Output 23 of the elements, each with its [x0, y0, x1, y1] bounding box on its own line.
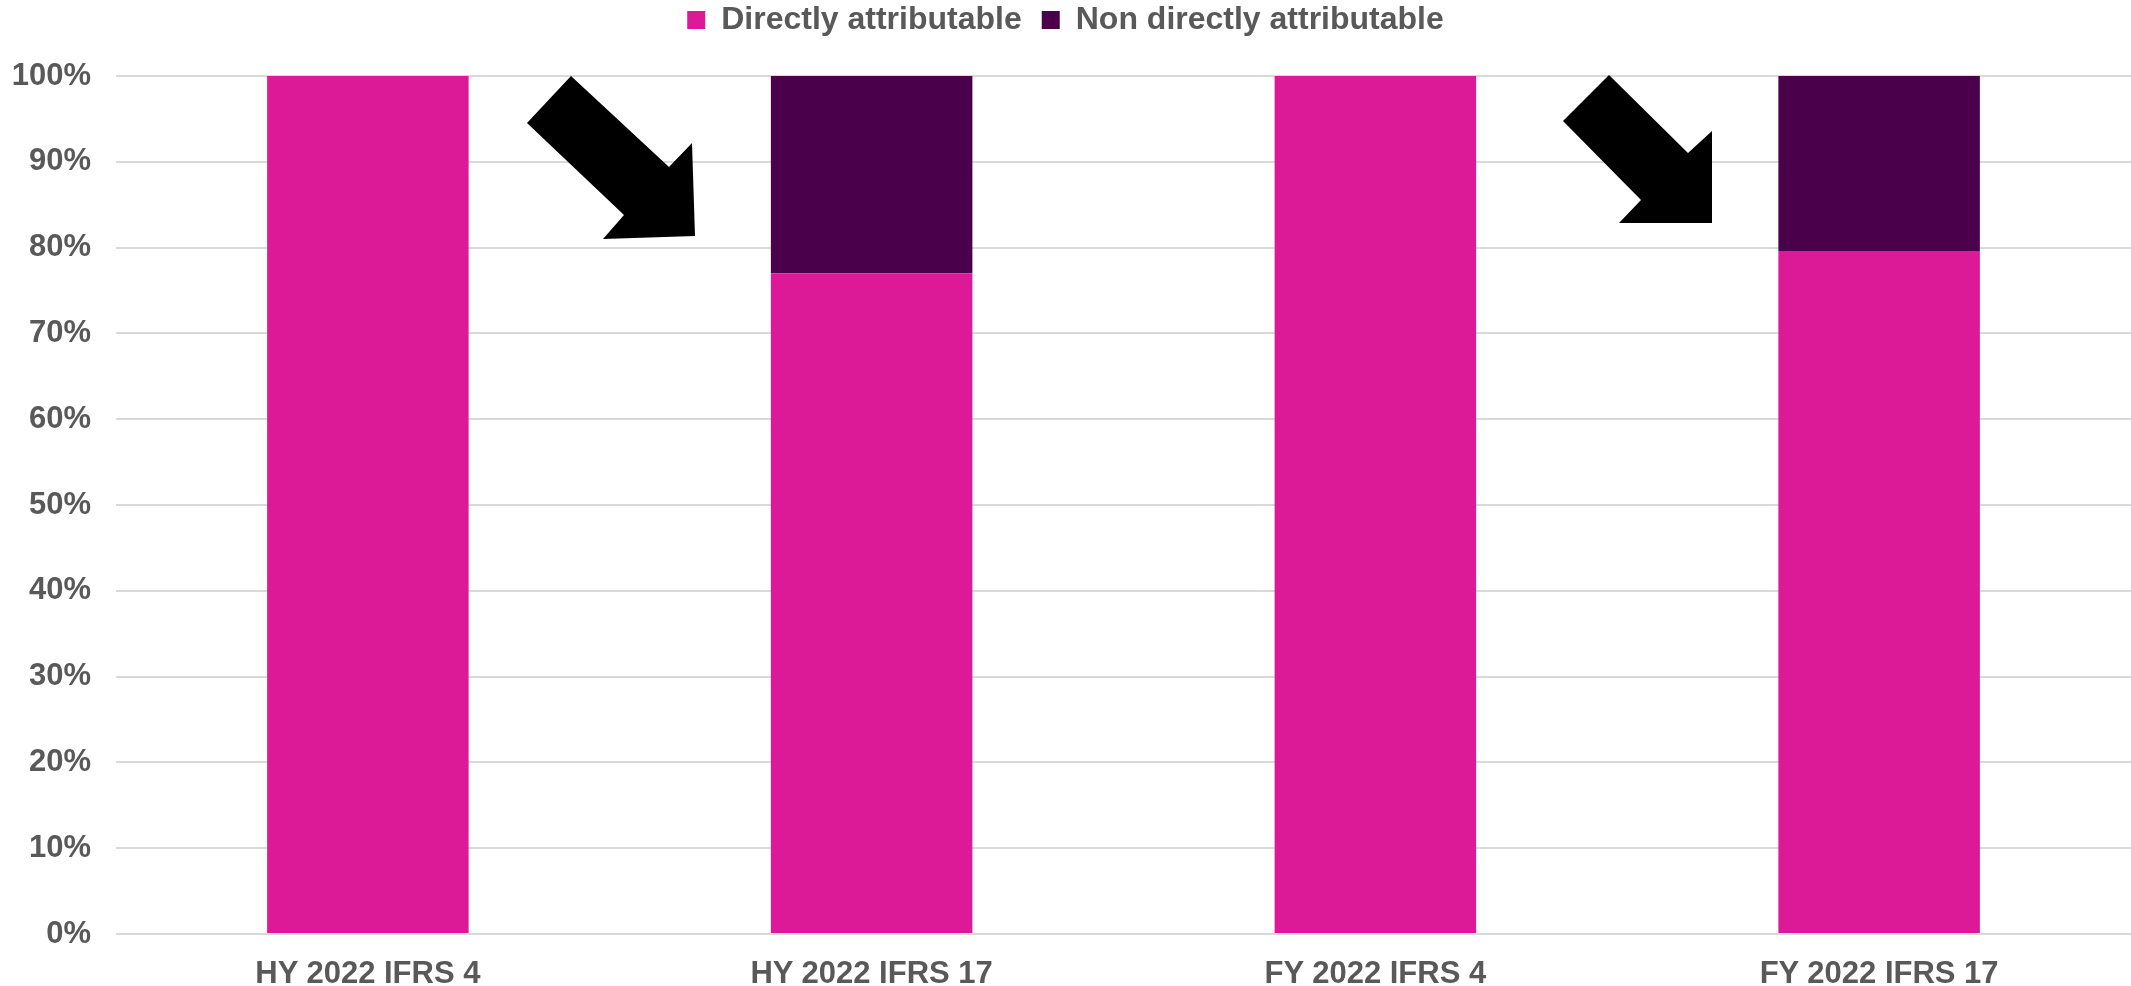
legend-label: Non directly attributable [1075, 0, 1444, 36]
y-tick-label: 20% [28, 742, 91, 778]
y-tick-label: 100% [11, 56, 91, 92]
bar [1778, 251, 1980, 933]
bar [1778, 76, 1980, 252]
x-tick-label: FY 2022 IFRS 4 [1264, 955, 1487, 986]
bar [770, 76, 973, 274]
x-tick-label: HY 2022 IFRS 17 [750, 955, 993, 986]
y-tick-label: 90% [28, 142, 91, 178]
y-tick-label: 80% [28, 228, 91, 264]
y-tick-label: 50% [28, 485, 91, 521]
bar [267, 76, 469, 933]
bar [770, 273, 973, 933]
y-tick-label: 40% [28, 571, 91, 607]
y-tick-label: 60% [28, 399, 91, 435]
y-tick-label: 0% [46, 914, 91, 950]
y-tick-label: 10% [28, 828, 91, 864]
legend-label: Directly attributable [721, 0, 1022, 36]
y-tick-label: 30% [28, 657, 91, 693]
y-tick-label: 70% [28, 313, 91, 349]
bar [1274, 76, 1477, 933]
x-tick-label: HY 2022 IFRS 4 [255, 955, 482, 986]
x-tick-label: FY 2022 IFRS 17 [1759, 955, 1999, 986]
